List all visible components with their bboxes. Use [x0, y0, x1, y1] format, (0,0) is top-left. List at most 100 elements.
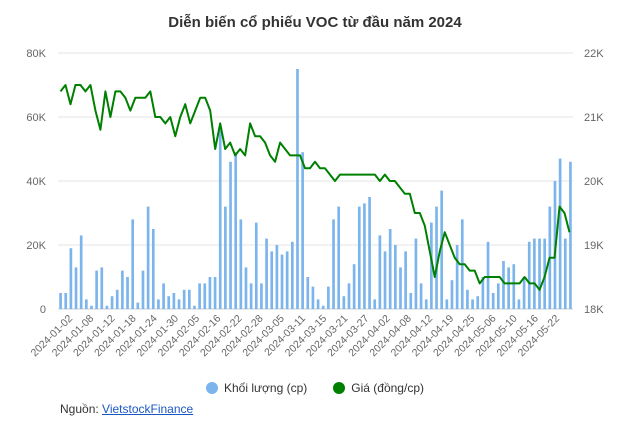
volume-bar [79, 235, 83, 309]
volume-bar [445, 299, 449, 309]
volume-bar [311, 286, 315, 309]
volume-bar [352, 264, 356, 309]
volume-bar [363, 203, 366, 309]
volume-bar [193, 305, 196, 309]
volume-bar [285, 251, 289, 309]
volume-bar [507, 267, 510, 309]
source-note: Nguồn: VietstockFinance [60, 402, 193, 416]
left-tick-label: 0 [40, 304, 46, 316]
volume-bar [383, 251, 387, 309]
volume-bar [496, 283, 500, 309]
volume-bar [321, 305, 325, 309]
volume-bar [486, 241, 490, 309]
volume-bar [517, 299, 521, 309]
volume-bar [301, 152, 304, 309]
volume-bar [121, 270, 124, 309]
volume-bar [162, 283, 165, 309]
volume-bar [527, 241, 531, 309]
source-link[interactable]: VietstockFinance [102, 402, 194, 416]
volume-bar [435, 206, 438, 309]
volume-bar [399, 267, 402, 309]
volume-bar [558, 158, 562, 309]
volume-bar [187, 289, 191, 309]
volume-bar [90, 305, 93, 309]
volume-bar [229, 161, 232, 309]
volume-bar [342, 296, 346, 309]
volume-bar [172, 293, 176, 309]
volume-bar [512, 264, 516, 309]
volume-bar [157, 299, 160, 309]
volume-bar [491, 293, 495, 309]
volume-bar [218, 126, 222, 309]
legend-volume-swatch [206, 382, 218, 394]
volume-bar [131, 219, 135, 309]
volume-bar [290, 241, 294, 309]
volume-bar [393, 245, 397, 309]
volume-bar [59, 293, 62, 309]
volume-bar [347, 283, 351, 309]
volume-bar [203, 283, 207, 309]
volume-bar [450, 280, 454, 309]
legend-item-volume[interactable]: Khối lượng (cp) [206, 381, 307, 395]
volume-bar [440, 190, 444, 309]
volume-bar [105, 305, 109, 309]
left-tick-label: 80K [26, 48, 46, 60]
right-axis-ticks: 18K 19K 20K 21K 22K [584, 48, 604, 316]
volume-bars [59, 69, 572, 309]
volume-bar [419, 283, 423, 309]
legend-volume-label: Khối lượng (cp) [224, 381, 308, 395]
volume-bar [110, 296, 114, 309]
volume-bar [569, 161, 572, 309]
volume-bar [466, 289, 469, 309]
volume-bar [476, 296, 480, 309]
volume-bar [373, 299, 377, 309]
volume-bar [424, 299, 428, 309]
volume-bar [378, 235, 382, 309]
volume-bar [141, 270, 145, 309]
volume-bar [414, 238, 418, 309]
legend-item-price[interactable]: Giá (đồng/cp) [333, 381, 424, 395]
volume-bar [368, 197, 371, 309]
volume-bar [270, 251, 274, 309]
x-axis-ticks: 2024-01-022024-01-082024-01-122024-01-18… [29, 313, 563, 360]
volume-bar [249, 283, 253, 309]
volume-bar [404, 251, 407, 309]
volume-bar [306, 277, 310, 309]
volume-bar [327, 286, 330, 309]
volume-bar [502, 261, 505, 309]
volume-bar [316, 299, 320, 309]
grid-lines [58, 52, 573, 310]
volume-bar [388, 229, 392, 309]
volume-bar [409, 293, 413, 309]
right-tick-label: 20K [584, 176, 604, 188]
volume-bar [296, 69, 299, 309]
volume-bar [260, 283, 263, 309]
volume-bar [95, 270, 98, 309]
volume-bar [254, 222, 258, 309]
legend-price-swatch [333, 382, 346, 394]
right-tick-label: 22K [584, 48, 604, 60]
volume-bar [224, 206, 227, 309]
volume-bar [115, 289, 119, 309]
volume-bar [151, 229, 155, 309]
volume-bar [136, 302, 140, 309]
legend: Khối lượng (cp) Giá (đồng/cp) [0, 381, 630, 395]
left-tick-label: 20K [26, 240, 46, 252]
volume-bar [84, 299, 88, 309]
volume-bar [198, 283, 201, 309]
volume-bar [471, 299, 474, 309]
volume-bar [455, 245, 459, 309]
volume-bar [533, 238, 536, 309]
volume-bar [357, 206, 361, 309]
volume-bar [280, 254, 284, 309]
volume-bar [64, 293, 68, 309]
volume-bar [275, 245, 279, 309]
volume-bar [244, 267, 248, 309]
chart-title: Diễn biến cổ phiếu VOC từ đầu năm 2024 [168, 14, 462, 31]
legend-price-label: Giá (đồng/cp) [351, 381, 424, 395]
volume-bar [74, 267, 78, 309]
volume-bar [563, 238, 567, 309]
source-label: Nguồn: [60, 402, 103, 416]
volume-bar [69, 248, 73, 309]
